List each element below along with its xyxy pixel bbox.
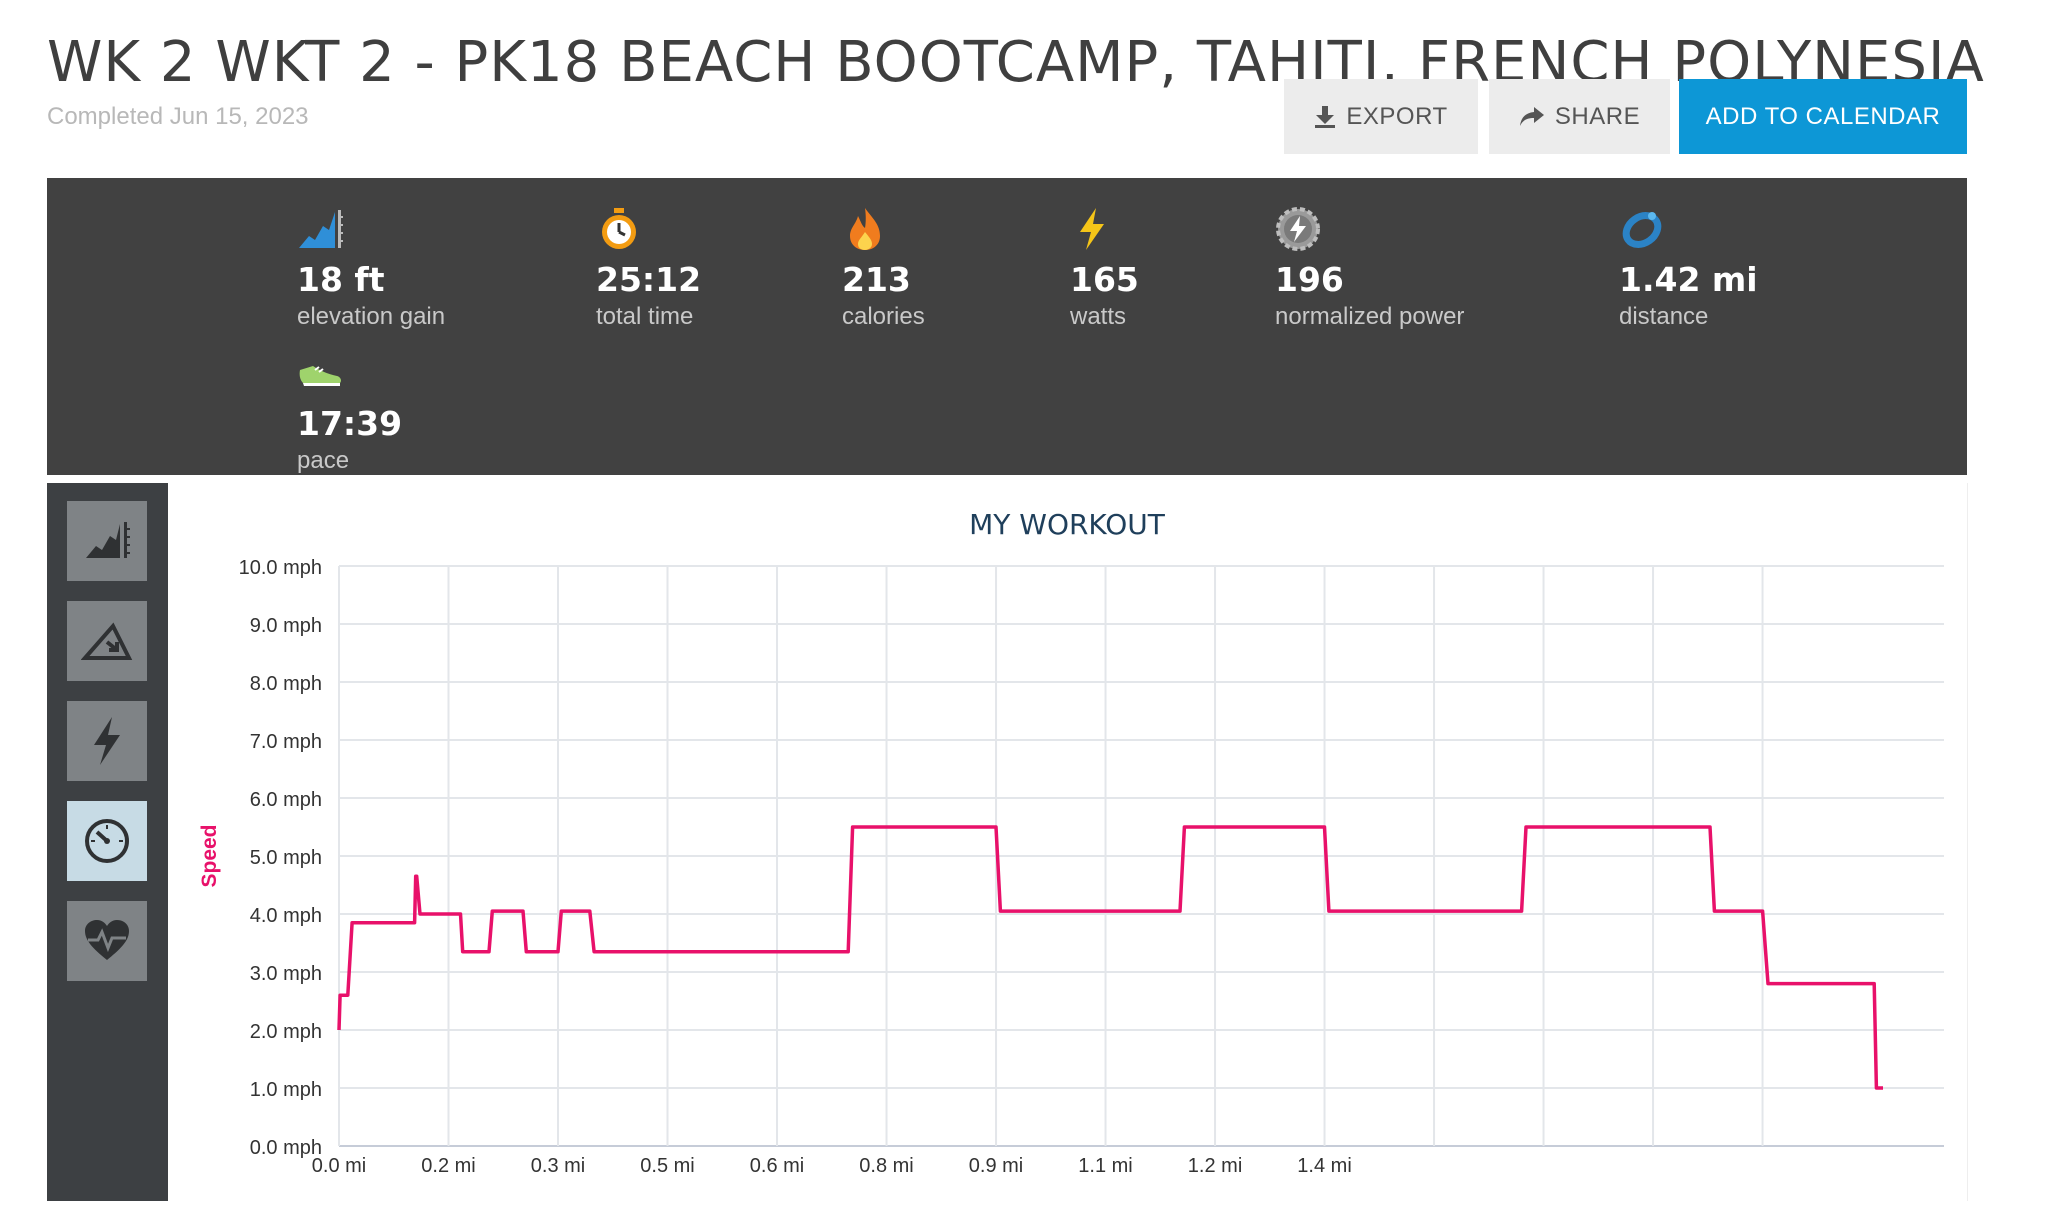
y-tick-label: 8.0 mph — [250, 673, 322, 695]
elevation-icon — [86, 522, 130, 558]
stats-panel: 18 ft elevation gain 25:12 total time 21… — [47, 178, 1967, 475]
elevation-icon — [299, 210, 343, 248]
sidebar-item-heart-rate[interactable] — [67, 901, 147, 981]
stat-elevation: 18 ft elevation gain — [297, 206, 445, 331]
sidebar-item-speed[interactable] — [67, 801, 147, 881]
calories-label: calories — [842, 303, 925, 330]
x-tick-label: 0.9 mi — [969, 1155, 1023, 1177]
x-tick-label: 0.5 mi — [640, 1155, 694, 1177]
export-button[interactable]: EXPORT — [1284, 79, 1478, 154]
y-tick-label: 9.0 mph — [250, 615, 322, 637]
elevation-value: 18 ft — [297, 260, 385, 299]
total-time-label: total time — [596, 303, 694, 330]
y-tick-label: 5.0 mph — [250, 847, 322, 869]
speedometer-icon — [85, 819, 129, 863]
chart-title: MY WORKOUT — [969, 508, 1166, 541]
x-tick-label: 0.8 mi — [859, 1155, 913, 1177]
x-tick-label: 0.0 mi — [312, 1155, 366, 1177]
heart-rate-icon — [85, 920, 129, 960]
x-tick-label: 0.6 mi — [750, 1155, 804, 1177]
lightning-icon — [94, 717, 120, 765]
x-tick-label: 1.1 mi — [1078, 1155, 1132, 1177]
sidebar-item-power[interactable] — [67, 701, 147, 781]
watts-label: watts — [1070, 303, 1127, 330]
completed-date: Completed Jun 15, 2023 — [47, 103, 309, 130]
y-tick-label: 4.0 mph — [250, 905, 322, 927]
stat-calories: 213 calories — [842, 206, 925, 331]
incline-icon — [81, 622, 133, 660]
share-button[interactable]: SHARE — [1489, 79, 1670, 154]
share-label: SHARE — [1554, 102, 1641, 130]
normalized-power-label: normalized power — [1275, 303, 1465, 330]
stat-watts: 165 watts — [1070, 206, 1139, 331]
stat-pace: 17:39 pace — [297, 350, 402, 475]
distance-value: 1.42 mi — [1619, 260, 1758, 299]
y-axis-title: Speed — [198, 824, 221, 887]
y-tick-label: 1.0 mph — [250, 1079, 322, 1101]
chart-panel — [47, 483, 1968, 1201]
total-time-value: 25:12 — [596, 260, 702, 299]
pace-value: 17:39 — [297, 404, 403, 443]
x-tick-label: 1.4 mi — [1297, 1155, 1351, 1177]
gear-lightning-icon — [1276, 207, 1320, 251]
x-tick-label: 1.2 mi — [1188, 1155, 1242, 1177]
y-tick-label: 3.0 mph — [250, 963, 322, 985]
export-label: EXPORT — [1346, 102, 1448, 130]
speed-series-line — [337, 825, 1883, 1090]
watts-value: 165 — [1070, 260, 1139, 299]
stopwatch-icon — [602, 208, 636, 249]
add-to-calendar-button[interactable]: ADD TO CALENDAR — [1679, 79, 1967, 154]
add-to-calendar-label: ADD TO CALENDAR — [1705, 102, 1941, 130]
shoe-icon — [299, 366, 341, 386]
y-tick-label: 10.0 mph — [239, 557, 322, 579]
x-tick-label: 0.2 mi — [421, 1155, 475, 1177]
download-icon — [1315, 105, 1336, 128]
y-tick-label: 0.0 mph — [250, 1137, 322, 1159]
x-tick-label: 0.3 mi — [531, 1155, 585, 1177]
stat-distance: 1.42 mi distance — [1619, 206, 1758, 331]
share-arrow-icon — [1519, 106, 1544, 126]
metric-sidebar — [47, 483, 168, 1201]
distance-ring-icon — [1622, 212, 1662, 248]
calories-value: 213 — [842, 260, 911, 299]
pace-label: pace — [297, 447, 350, 474]
y-tick-label: 7.0 mph — [250, 731, 322, 753]
elevation-label: elevation gain — [297, 303, 446, 330]
y-tick-label: 6.0 mph — [250, 789, 322, 811]
sidebar-item-incline[interactable] — [67, 601, 147, 681]
flame-icon — [850, 208, 880, 250]
normalized-power-value: 196 — [1275, 260, 1344, 299]
lightning-icon — [1080, 208, 1104, 250]
distance-label: distance — [1619, 303, 1709, 330]
sidebar-item-elevation[interactable] — [67, 501, 147, 581]
y-tick-label: 2.0 mph — [250, 1021, 322, 1043]
stat-normalized-power: 196 normalized power — [1275, 206, 1464, 331]
stat-total-time: 25:12 total time — [596, 206, 701, 331]
